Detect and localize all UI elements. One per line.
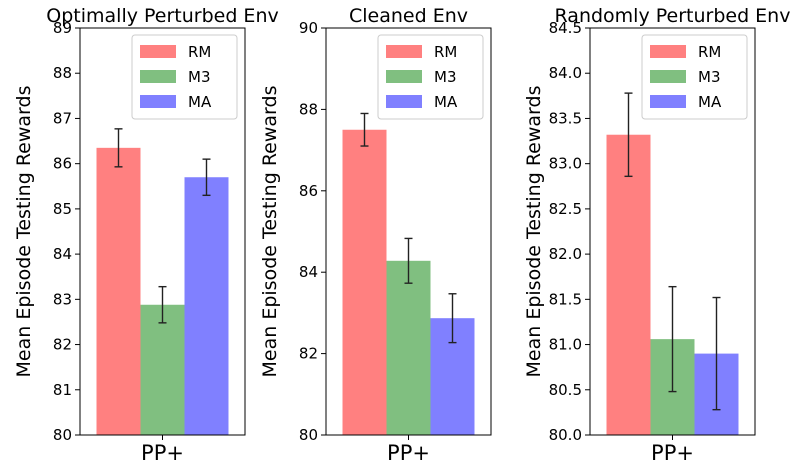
legend-label-m3: M3 [434, 68, 457, 86]
y-tick-label: 88 [299, 100, 318, 118]
y-tick-label: 81 [53, 381, 72, 399]
y-tick-label: 84 [53, 245, 72, 263]
legend-label-m3: M3 [698, 68, 721, 86]
y-tick-label: 80.5 [549, 381, 582, 399]
y-tick-label: 88 [53, 64, 72, 82]
legend-label-ma: MA [434, 93, 458, 111]
y-tick-label: 82.0 [549, 245, 582, 263]
legend-swatch-ma [650, 95, 686, 108]
y-tick-label: 84 [299, 263, 318, 281]
y-tick-label: 83 [53, 290, 72, 308]
y-tick-label: 82 [299, 345, 318, 363]
legend-label-rm: RM [434, 43, 457, 61]
y-tick-label: 87 [53, 109, 72, 127]
y-tick-label: 84.5 [549, 19, 582, 37]
chart-panel-2: 80 82 84 86 88 90 PP+ Cleaned Env Mean Episode T… [259, 5, 492, 465]
y-tick-label: 86 [299, 182, 318, 200]
legend-label-ma: MA [698, 93, 722, 111]
legend-swatch-rm [140, 45, 176, 58]
x-tick-label: PP+ [141, 441, 184, 465]
chart-panel-3: 80.0 80.5 81.0 81.5 82.0 82.5 83.0 83.5 84.0 84.5… [523, 5, 790, 465]
y-tick-label: 90 [299, 19, 318, 37]
y-tick-label: 84.0 [549, 64, 582, 82]
bar-m3 [140, 304, 185, 435]
legend-swatch-ma [140, 95, 176, 108]
legend-swatch-rm [650, 45, 686, 58]
y-tick-label: 86 [53, 155, 72, 173]
legend-swatch-rm [386, 45, 422, 58]
y-tick-label: 83.5 [549, 109, 582, 127]
y-axis-label: Mean Episode Testing Rewards [259, 86, 281, 378]
y-tick-label: 82.5 [549, 200, 582, 218]
x-tick-label: PP+ [651, 441, 694, 465]
bar-rm [342, 129, 387, 435]
x-tick-label: PP+ [387, 441, 430, 465]
legend-label-ma: MA [188, 93, 212, 111]
y-tick-label: 80.0 [549, 426, 582, 444]
bar-ma [184, 177, 229, 435]
legend-label-rm: RM [698, 43, 721, 61]
chart-title: Optimally Perturbed Env [46, 5, 278, 27]
bar-m3 [386, 260, 431, 435]
chart-title: Randomly Perturbed Env [555, 5, 791, 27]
legend-swatch-m3 [140, 70, 176, 83]
y-tick-label: 89 [53, 19, 72, 37]
y-tick-label: 85 [53, 200, 72, 218]
bar-rm [606, 134, 651, 436]
bar-rm [96, 147, 141, 436]
legend-label-m3: M3 [188, 68, 211, 86]
y-axis-label: Mean Episode Testing Rewards [523, 86, 545, 378]
y-tick-label: 81.0 [549, 336, 582, 354]
y-axis-label: Mean Episode Testing Rewards [13, 86, 35, 378]
legend-swatch-m3 [386, 70, 422, 83]
y-tick-label: 83.0 [549, 155, 582, 173]
chart-title: Cleaned Env [349, 5, 468, 27]
legend-swatch-ma [386, 95, 422, 108]
chart-panel-1: 80 81 82 83 84 85 86 87 88 89 PP+ Optimally Perturb… [13, 5, 279, 465]
y-tick-label: 81.5 [549, 290, 582, 308]
y-tick-label: 80 [53, 426, 72, 444]
legend-label-rm: RM [188, 43, 211, 61]
y-tick-label: 82 [53, 336, 72, 354]
y-tick-label: 80 [299, 426, 318, 444]
legend-swatch-m3 [650, 70, 686, 83]
